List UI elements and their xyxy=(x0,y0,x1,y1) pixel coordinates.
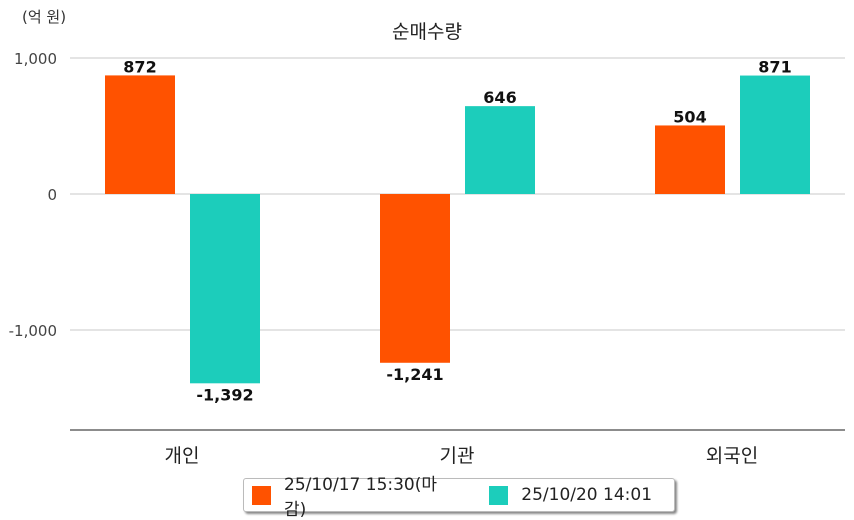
x-tick-label: 기관 xyxy=(440,445,475,467)
data-label: 871 xyxy=(758,58,791,77)
data-label: 646 xyxy=(483,88,516,107)
chart-title: 순매수량 xyxy=(392,21,462,43)
bar-teal xyxy=(190,194,260,384)
data-label: -1,392 xyxy=(196,385,253,404)
data-label: 872 xyxy=(123,57,156,76)
bar-orange xyxy=(655,125,725,194)
bar-orange xyxy=(105,75,175,194)
legend-item-series-2[interactable]: 25/10/20 14:01 xyxy=(489,485,652,505)
y-tick-label: 0 xyxy=(47,186,57,204)
data-label: -1,241 xyxy=(386,365,443,384)
legend-swatch-orange xyxy=(252,485,271,505)
data-label: 504 xyxy=(673,107,706,126)
y-tick-label: 1,000 xyxy=(14,50,57,68)
bar-orange xyxy=(380,194,450,363)
bar-teal xyxy=(465,106,535,194)
legend-item-series-1[interactable]: 25/10/17 15:30(마감) xyxy=(252,470,459,520)
legend-swatch-teal xyxy=(489,485,509,505)
legend: 25/10/17 15:30(마감) 25/10/20 14:01 xyxy=(243,475,675,520)
x-tick-label: 외국인 xyxy=(706,445,758,467)
legend-label: 25/10/20 14:01 xyxy=(521,485,653,505)
y-tick-label: -1,000 xyxy=(9,322,57,340)
legend-label: 25/10/17 15:30(마감) xyxy=(284,475,438,520)
unit-label: (억 원) xyxy=(22,8,66,26)
bar-teal xyxy=(740,75,810,194)
x-tick-label: 개인 xyxy=(165,445,200,467)
